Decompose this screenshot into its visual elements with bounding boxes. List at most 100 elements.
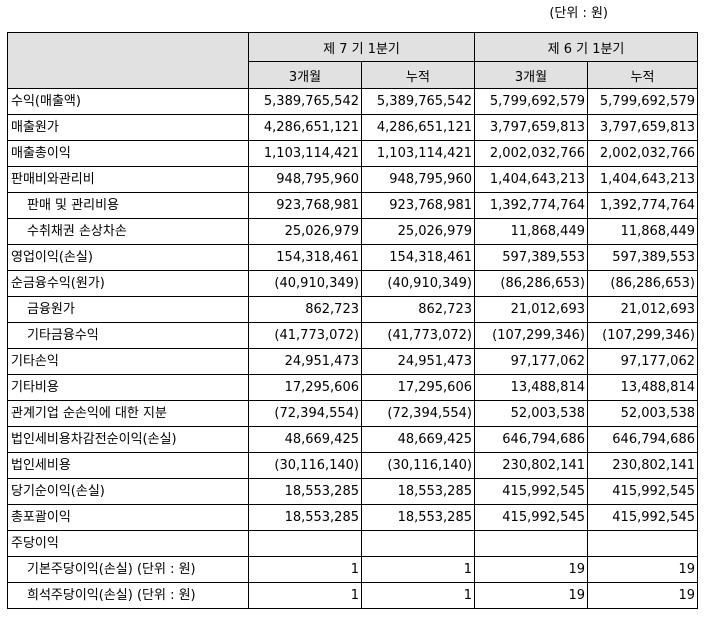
- table-row: 총포괄이익 18,553,285 18,553,285 415,992,545 415,…: [7, 504, 698, 531]
- value-cell: 597,389,553: [587, 244, 698, 271]
- table-row: 관계기업 순손익에 대한 지분 (72,394,554) (72,394,554) 5…: [7, 400, 698, 427]
- value-cell: 597,389,553: [474, 244, 588, 271]
- value-cell: 5,389,765,542: [361, 88, 475, 115]
- header-subcol: 3개월: [248, 61, 362, 89]
- value-cell: 97,177,062: [474, 348, 588, 375]
- row-label: 기타비용: [7, 374, 249, 401]
- value-cell: 646,794,686: [474, 426, 588, 453]
- value-cell: 923,768,981: [248, 192, 362, 219]
- value-cell: (30,116,140): [248, 452, 362, 479]
- table-row: 매출총이익 1,103,114,421 1,103,114,421 2,002,032…: [7, 140, 698, 167]
- value-cell: (72,394,554): [248, 400, 362, 427]
- value-cell: 415,992,545: [474, 478, 588, 505]
- value-cell: 230,802,141: [587, 452, 698, 479]
- value-cell: 862,723: [361, 296, 475, 323]
- value-cell: 13,488,814: [587, 374, 698, 401]
- header-subcol: 누적: [587, 61, 698, 89]
- value-cell: 11,868,449: [587, 218, 698, 245]
- value-cell: 1: [361, 582, 475, 609]
- row-label: 금융원가: [7, 296, 249, 323]
- value-cell: 1: [361, 556, 475, 583]
- unit-note: (단위 : 원): [549, 6, 608, 21]
- value-cell: 2,002,032,766: [587, 140, 698, 167]
- value-cell: 154,318,461: [361, 244, 475, 271]
- table-row: 판매 및 관리비용 923,768,981 923,768,981 1,392,774…: [7, 192, 698, 219]
- value-cell: 5,799,692,579: [474, 88, 588, 115]
- table-row: 순금융수익(원가) (40,910,349) (40,910,349) (86,286…: [7, 270, 698, 297]
- value-cell: 18,553,285: [361, 478, 475, 505]
- table-row: 당기순이익(손실) 18,553,285 18,553,285 415,992,545…: [7, 478, 698, 505]
- value-cell: (40,910,349): [361, 270, 475, 297]
- row-label: 법인세비용차감전순이익(손실): [7, 426, 249, 453]
- value-cell: (107,299,346): [474, 322, 588, 349]
- value-cell: 97,177,062: [587, 348, 698, 375]
- value-cell: 21,012,693: [474, 296, 588, 323]
- row-label: 기타손익: [7, 348, 249, 375]
- value-cell: 48,669,425: [248, 426, 362, 453]
- row-label: 법인세비용: [7, 452, 249, 479]
- row-label: 매출총이익: [7, 140, 249, 167]
- value-cell: (86,286,653): [587, 270, 698, 297]
- value-cell: 25,026,979: [361, 218, 475, 245]
- value-cell: 2,002,032,766: [474, 140, 588, 167]
- value-cell: 1,103,114,421: [248, 140, 362, 167]
- value-cell: (30,116,140): [361, 452, 475, 479]
- value-cell: 923,768,981: [361, 192, 475, 219]
- value-cell: 3,797,659,813: [474, 114, 588, 141]
- table-row: 기타금융수익 (41,773,072) (41,773,072) (107,299,3…: [7, 322, 698, 349]
- value-cell: 415,992,545: [587, 478, 698, 505]
- value-cell: 21,012,693: [587, 296, 698, 323]
- table-row: 법인세비용차감전순이익(손실) 48,669,425 48,669,425 646,7…: [7, 426, 698, 453]
- value-cell: 52,003,538: [587, 400, 698, 427]
- header-subcol: 누적: [361, 61, 475, 89]
- table-row: 희석주당이익(손실) (단위 : 원) 1 1 19 19: [7, 582, 698, 609]
- table-row: 매출원가 4,286,651,121 4,286,651,121 3,797,659,…: [7, 114, 698, 141]
- value-cell: (41,773,072): [361, 322, 475, 349]
- value-cell: 1: [248, 556, 362, 583]
- value-cell: 5,389,765,542: [248, 88, 362, 115]
- row-label: 수취채권 손상차손: [7, 218, 249, 245]
- table-body: 수익(매출액) 5,389,765,542 5,389,765,542 5,799,6…: [7, 88, 698, 609]
- value-cell: 13,488,814: [474, 374, 588, 401]
- row-label: 희석주당이익(손실) (단위 : 원): [7, 582, 249, 609]
- value-cell: 18,553,285: [248, 504, 362, 531]
- table-row: 기타비용 17,295,606 17,295,606 13,488,814 13,488…: [7, 374, 698, 401]
- header-corner-cell: [7, 32, 249, 89]
- value-cell: 646,794,686: [587, 426, 698, 453]
- table-row: 기타손익 24,951,473 24,951,473 97,177,062 97,177…: [7, 348, 698, 375]
- value-cell: 948,795,960: [361, 166, 475, 193]
- value-cell: 19: [587, 556, 698, 583]
- value-cell: (72,394,554): [361, 400, 475, 427]
- header-row-periods: 제 7 기 1분기 제 6 기 1분기: [7, 32, 698, 89]
- row-label: 수익(매출액): [7, 88, 249, 115]
- value-cell: 5,799,692,579: [587, 88, 698, 115]
- row-label: 기타금융수익: [7, 322, 249, 349]
- value-cell: 19: [474, 556, 588, 583]
- value-cell: 1,404,643,213: [587, 166, 698, 193]
- header-period-current: 제 7 기 1분기: [248, 32, 475, 62]
- value-cell: (40,910,349): [248, 270, 362, 297]
- value-cell: 1,103,114,421: [361, 140, 475, 167]
- value-cell: 19: [474, 582, 588, 609]
- value-cell: 11,868,449: [474, 218, 588, 245]
- value-cell: (41,773,072): [248, 322, 362, 349]
- header-period-previous: 제 6 기 1분기: [474, 32, 698, 62]
- value-cell: 24,951,473: [361, 348, 475, 375]
- value-cell: [248, 530, 362, 557]
- value-cell: 862,723: [248, 296, 362, 323]
- row-label: 판매비와관리비: [7, 166, 249, 193]
- value-cell: 4,286,651,121: [361, 114, 475, 141]
- value-cell: 17,295,606: [361, 374, 475, 401]
- value-cell: 52,003,538: [474, 400, 588, 427]
- value-cell: [474, 530, 588, 557]
- table-row: 영업이익(손실) 154,318,461 154,318,461 597,389,55…: [7, 244, 698, 271]
- row-label: 매출원가: [7, 114, 249, 141]
- header-subcol: 3개월: [474, 61, 588, 89]
- row-label: 순금융수익(원가): [7, 270, 249, 297]
- table-row: 주당이익: [7, 530, 698, 557]
- value-cell: 1: [248, 582, 362, 609]
- value-cell: 154,318,461: [248, 244, 362, 271]
- row-label: 판매 및 관리비용: [7, 192, 249, 219]
- value-cell: 230,802,141: [474, 452, 588, 479]
- table-row: 수익(매출액) 5,389,765,542 5,389,765,542 5,799,6…: [7, 88, 698, 115]
